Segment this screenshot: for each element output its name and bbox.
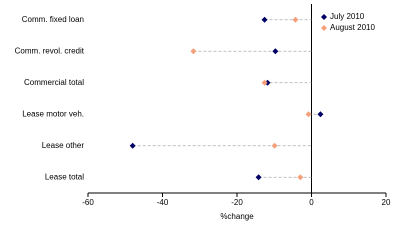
y-tick-label: Lease other [42,141,85,150]
chart: %change -60 -40 -20 0 20 Comm. fixed loan Comm… [15,4,391,221]
dot [292,16,299,23]
dot [272,48,279,55]
x-tick-label: -40 [157,198,169,207]
dot [317,111,324,118]
legend-label: August 2010 [330,23,375,32]
x-tick-label: 0 [309,198,314,207]
y-tick-label: Lease total [45,172,84,181]
x-axis-label: %change [220,212,254,221]
y-tick-label: Comm. revol. credit [15,46,85,55]
y-tick-label: Commercial total [24,78,84,87]
dot [297,174,304,181]
x-tick-label: -60 [82,198,94,207]
dot [305,111,312,118]
dot [261,79,268,86]
dot [129,142,136,149]
legend-label: July 2010 [330,12,365,21]
legend-marker [321,14,327,20]
dot [271,142,278,149]
x-tick-label: 20 [382,198,391,207]
x-tick-label: -20 [231,198,243,207]
dot [255,174,262,181]
dot [190,48,197,55]
dot [261,16,268,23]
legend-marker [321,25,327,31]
y-tick-label: Comm. fixed loan [22,15,84,24]
y-tick-label: Lease motor veh. [22,109,84,118]
